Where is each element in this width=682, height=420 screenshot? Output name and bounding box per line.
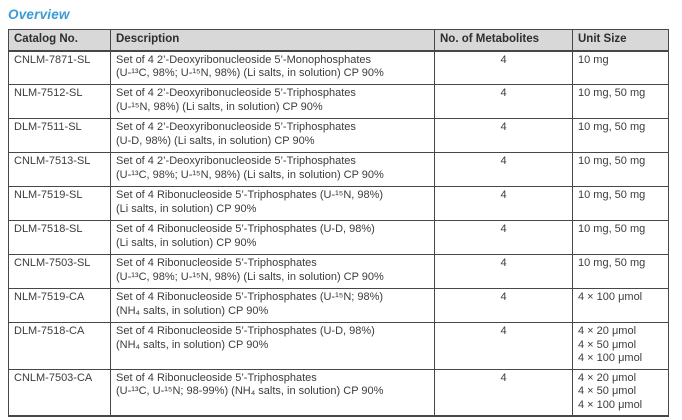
unit-size-line: 10 mg, 50 mg bbox=[578, 257, 646, 269]
description-line: Set of 4 2’-Deoxyribonucleoside 5’-Triph… bbox=[116, 155, 356, 167]
table-row: DLM-7518-CA Set of 4 Ribonucleoside 5’-Tr… bbox=[8, 322, 669, 370]
header-no-of-metabolites: No. of Metabolites bbox=[434, 29, 573, 52]
table-row: NLM-7512-SL Set of 4 2’-Deoxyribonucleosi… bbox=[8, 84, 669, 119]
metabolites-count-cell: 4 bbox=[434, 254, 573, 289]
unit-size-line: 10 mg, 50 mg bbox=[578, 87, 646, 99]
description-cell: Set of 4 Ribonucleoside 5’-Triphosphates… bbox=[110, 288, 435, 323]
metabolites-count-cell: 4 bbox=[434, 322, 573, 370]
metabolites-count-cell: 4 bbox=[434, 50, 573, 85]
description-cell: Set of 4 2’-Deoxyribonucleoside 5’-Triph… bbox=[110, 118, 435, 153]
metabolites-count-cell: 4 bbox=[434, 84, 573, 119]
unit-size-line: 4 × 50 μmol bbox=[578, 385, 637, 397]
description-line: Set of 4 2’-Deoxyribonucleoside 5’-Triph… bbox=[116, 121, 356, 133]
catalog-number-cell: DLM-7518-SL bbox=[8, 220, 111, 255]
catalog-number-cell: NLM-7512-SL bbox=[8, 84, 111, 119]
unit-size-cell: 10 mg, 50 mg bbox=[572, 220, 669, 255]
catalog-number-cell: DLM-7518-CA bbox=[8, 322, 111, 370]
description-cell: Set of 4 2’-Deoxyribonucleoside 5’-Triph… bbox=[110, 152, 435, 187]
metabolites-count-cell: 4 bbox=[434, 220, 573, 255]
table-body: CNLM-7871-SL Set of 4 2’-Deoxyribonucleos… bbox=[8, 50, 669, 417]
description-cell: Set of 4 Ribonucleoside 5’-Triphosphates… bbox=[110, 254, 435, 289]
catalog-number-cell: CNLM-7513-SL bbox=[8, 152, 111, 187]
description-line: Set of 4 Ribonucleoside 5’-Triphosphates… bbox=[116, 291, 384, 303]
description-line: Set of 4 Ribonucleoside 5’-Triphosphates… bbox=[116, 189, 384, 201]
catalog-number-cell: CNLM-7503-CA bbox=[8, 368, 111, 417]
catalog-number-cell: CNLM-7503-SL bbox=[8, 254, 111, 289]
unit-size-line: 10 mg bbox=[578, 53, 609, 66]
unit-size-cell: 10 mg, 50 mg bbox=[572, 118, 669, 153]
description-line: (NH₄ salts, in solution) CP 90% bbox=[116, 304, 269, 317]
header-unit-size: Unit Size bbox=[572, 29, 669, 52]
table-row: CNLM-7503-CA Set of 4 Ribonucleoside 5’-T… bbox=[8, 368, 669, 417]
description-line: Set of 4 Ribonucleoside 5’-Triphosphates… bbox=[116, 325, 375, 337]
unit-size-cell: 4 × 20 μmol 4 × 50 μmol 4 × 100 μmol bbox=[572, 368, 669, 417]
table-header: Catalog No. Description No. of Metabolit… bbox=[8, 29, 669, 52]
unit-size-cell: 10 mg, 50 mg bbox=[572, 84, 669, 119]
header-description: Description bbox=[110, 29, 435, 52]
description-cell: Set of 4 Ribonucleoside 5’-Triphosphates… bbox=[110, 220, 435, 255]
table-row: DLM-7511-SL Set of 4 2’-Deoxyribonucleosi… bbox=[8, 118, 669, 153]
description-cell: Set of 4 Ribonucleoside 5’-Triphosphates… bbox=[110, 322, 435, 370]
description-line: (U-¹³C, 98%; U-¹⁵N, 98%) (Li salts, in s… bbox=[116, 270, 384, 283]
description-line: (Li salts, in solution) CP 90% bbox=[116, 202, 257, 215]
metabolites-count-cell: 4 bbox=[434, 288, 573, 323]
header-row: Catalog No. Description No. of Metabolit… bbox=[8, 29, 669, 52]
unit-size-line: 4 × 20 μmol bbox=[578, 371, 637, 384]
page-title: Overview bbox=[8, 7, 70, 22]
description-line: (U-¹³C, 98%; U-¹⁵N, 98%) (Li salts, in s… bbox=[116, 168, 384, 181]
metabolites-count-cell: 4 bbox=[434, 186, 573, 221]
description-cell: Set of 4 2’-Deoxyribonucleoside 5’-Monop… bbox=[110, 50, 435, 85]
description-cell: Set of 4 Ribonucleoside 5’-Triphosphates… bbox=[110, 368, 435, 417]
unit-size-line: 4 × 20 μmol bbox=[578, 325, 637, 337]
description-line: (NH₄ salts, in solution) CP 90% bbox=[116, 338, 269, 351]
unit-size-cell: 10 mg, 50 mg bbox=[572, 254, 669, 289]
catalog-table: Catalog No. Description No. of Metabolit… bbox=[8, 29, 669, 417]
description-line: (U-¹³C, 98%; U-¹⁵N, 98%) (Li salts, in s… bbox=[116, 67, 384, 79]
metabolites-count-cell: 4 bbox=[434, 152, 573, 187]
unit-size-cell: 10 mg, 50 mg bbox=[572, 186, 669, 221]
description-cell: Set of 4 Ribonucleoside 5’-Triphosphates… bbox=[110, 186, 435, 221]
metabolites-count-cell: 4 bbox=[434, 118, 573, 153]
description-line: (Li salts, in solution) CP 90% bbox=[116, 236, 257, 249]
metabolites-count-cell: 4 bbox=[434, 368, 573, 417]
table-row: NLM-7519-SL Set of 4 Ribonucleoside 5’-Tr… bbox=[8, 186, 669, 221]
unit-size-line: 10 mg, 50 mg bbox=[578, 121, 646, 133]
catalog-number-cell: NLM-7519-CA bbox=[8, 288, 111, 323]
table-row: CNLM-7503-SL Set of 4 Ribonucleoside 5’-T… bbox=[8, 254, 669, 289]
description-line: (U-¹⁵N, 98%) (Li salts, in solution) CP … bbox=[116, 100, 323, 113]
description-cell: Set of 4 2’-Deoxyribonucleoside 5’-Triph… bbox=[110, 84, 435, 119]
unit-size-line: 10 mg, 50 mg bbox=[578, 223, 646, 235]
unit-size-line: 10 mg, 50 mg bbox=[578, 155, 646, 167]
unit-size-line: 4 × 50 μmol bbox=[578, 338, 637, 351]
unit-size-cell: 4 × 20 μmol 4 × 50 μmol 4 × 100 μmol bbox=[572, 322, 669, 370]
catalog-number-cell: CNLM-7871-SL bbox=[8, 50, 111, 85]
catalog-number-cell: NLM-7519-SL bbox=[8, 186, 111, 221]
description-line: Set of 4 2’-Deoxyribonucleoside 5’-Triph… bbox=[116, 87, 356, 99]
unit-size-line: 4 × 100 μmol bbox=[578, 398, 643, 411]
description-line: Set of 4 Ribonucleoside 5’-Triphosphates bbox=[116, 257, 317, 269]
unit-size-cell: 10 mg, 50 mg bbox=[572, 152, 669, 187]
table-row: DLM-7518-SL Set of 4 Ribonucleoside 5’-Tr… bbox=[8, 220, 669, 255]
description-line: (U-D, 98%) (Li salts, in solution) CP 90… bbox=[116, 134, 315, 147]
unit-size-cell: 4 × 100 μmol bbox=[572, 288, 669, 323]
unit-size-line: 4 × 100 μmol bbox=[578, 291, 643, 303]
header-catalog-no: Catalog No. bbox=[8, 29, 111, 52]
catalog-number-cell: DLM-7511-SL bbox=[8, 118, 111, 153]
unit-size-cell: 10 mg bbox=[572, 50, 669, 85]
table-row: CNLM-7871-SL Set of 4 2’-Deoxyribonucleos… bbox=[8, 50, 669, 85]
description-line: (U-¹³C, U-¹⁵N; 98-99%) (NH₄ salts, in so… bbox=[116, 385, 384, 397]
unit-size-line: 10 mg, 50 mg bbox=[578, 189, 646, 201]
description-line: Set of 4 Ribonucleoside 5’-Triphosphates bbox=[116, 371, 317, 384]
table-row: NLM-7519-CA Set of 4 Ribonucleoside 5’-Tr… bbox=[8, 288, 669, 323]
unit-size-line: 4 × 100 μmol bbox=[578, 352, 643, 364]
table-row: CNLM-7513-SL Set of 4 2’-Deoxyribonucleos… bbox=[8, 152, 669, 187]
description-line: Set of 4 2’-Deoxyribonucleoside 5’-Monop… bbox=[116, 53, 371, 66]
description-line: Set of 4 Ribonucleoside 5’-Triphosphates… bbox=[116, 223, 375, 235]
